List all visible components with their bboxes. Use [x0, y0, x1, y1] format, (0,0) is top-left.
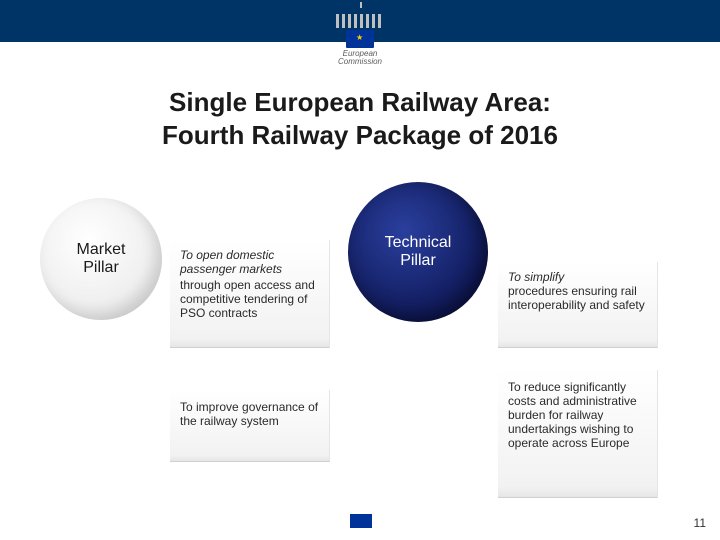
technical-box-1-rest: procedures ensuring rail interoperabilit… [508, 284, 647, 312]
footer-eu-flag-icon [350, 514, 372, 528]
technical-pillar-circle: TechnicalPillar [348, 182, 488, 322]
page-number: 11 [694, 516, 706, 530]
market-box-1-lead: To open domestic passenger markets [180, 248, 319, 276]
title-line-1: Single European Railway Area: [169, 87, 551, 117]
slide-title: Single European Railway Area: Fourth Rai… [0, 86, 720, 151]
market-box-1: To open domestic passenger markets throu… [170, 240, 330, 348]
technical-pillar-label: TechnicalPillar [385, 234, 452, 270]
title-line-2: Fourth Railway Package of 2016 [162, 120, 558, 150]
ec-logo: European Commission [334, 6, 386, 66]
logo-building-icon [336, 6, 384, 28]
market-box-2: To improve governance of the railway sys… [170, 390, 330, 462]
market-pillar-label: MarketPillar [77, 241, 126, 277]
technical-box-1: To simplify procedures ensuring rail int… [498, 262, 658, 348]
technical-box-2-text: To reduce significantly costs and admini… [508, 380, 647, 450]
eu-flag-icon [346, 30, 374, 48]
slide: European Commission Single European Rail… [0, 0, 720, 540]
market-box-2-text: To improve governance of the railway sys… [180, 400, 319, 428]
logo-text: European Commission [334, 50, 386, 66]
market-pillar-circle: MarketPillar [40, 198, 162, 320]
technical-box-2: To reduce significantly costs and admini… [498, 370, 658, 498]
market-box-1-rest: through open access and competitive tend… [180, 278, 319, 320]
technical-box-1-lead: To simplify [508, 270, 647, 284]
